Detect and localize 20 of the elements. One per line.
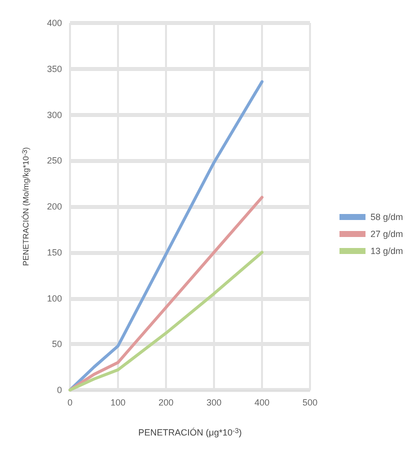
line-series [68, 250, 264, 392]
legend-label: 58 g/dm [370, 212, 404, 222]
x-tick-label: 300 [206, 398, 222, 408]
x-tick-label: 500 [302, 398, 318, 408]
legend-label: 13 g/dm [370, 246, 404, 256]
x-tick-label: 0 [67, 398, 73, 408]
y-tick-label: 0 [56, 385, 62, 395]
y-tick-label: 250 [46, 156, 62, 166]
y-tick-label: 200 [46, 202, 62, 212]
x-tick-label: 400 [254, 398, 270, 408]
y-tick-label: 300 [46, 110, 62, 120]
legend-label: 27 g/dm [370, 229, 404, 239]
x-tick-label: 100 [110, 398, 126, 408]
y-tick-label: 50 [52, 339, 62, 350]
y-tick-label: 150 [46, 247, 62, 258]
line-series [68, 80, 264, 392]
y-tick-label: 100 [46, 293, 62, 304]
x-tick-label: 200 [158, 398, 174, 408]
y-tick-label: 350 [46, 64, 62, 74]
y-tick-label: 400 [46, 18, 62, 28]
